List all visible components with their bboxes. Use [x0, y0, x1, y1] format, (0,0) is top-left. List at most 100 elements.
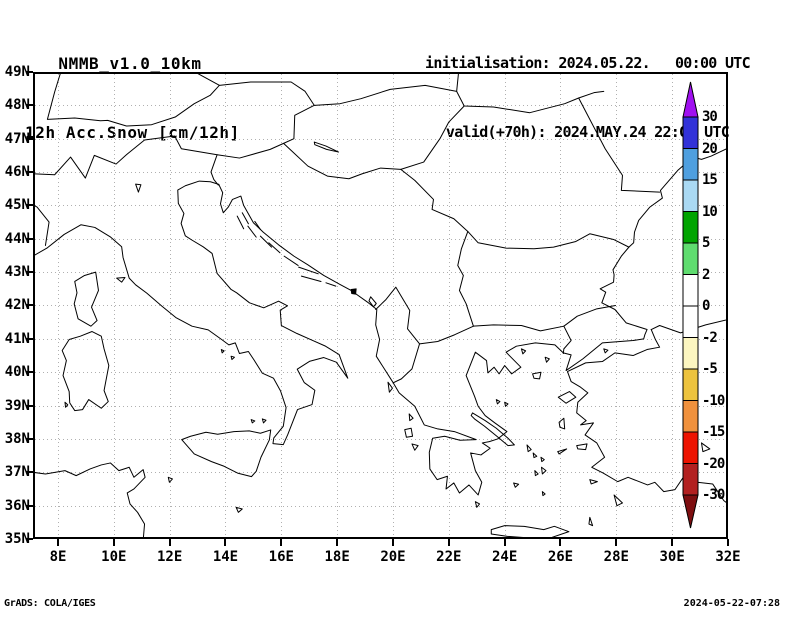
- init-time: initialisation: 2024.05.22. 00:00 UTC: [425, 54, 751, 72]
- border-bg-tr: [564, 305, 616, 326]
- border-fr-it: [35, 205, 49, 246]
- colorbar-arrow-up: [682, 81, 699, 118]
- lat-gridline: [35, 405, 726, 407]
- lat-gridline: [35, 272, 726, 274]
- colorbar-label: -10: [702, 392, 725, 409]
- lon-tick-label: 24E: [492, 549, 518, 565]
- colorbar-label: 20: [702, 140, 718, 157]
- turkey-aegean-coastline: [567, 330, 726, 506]
- crete: [491, 526, 569, 537]
- lat-tick: [26, 371, 33, 374]
- colorbar-segment: [682, 463, 699, 496]
- sicily: [182, 430, 271, 477]
- kythira: [475, 502, 479, 508]
- samothrace: [545, 357, 549, 362]
- colorbar-label: -30: [702, 487, 725, 503]
- sporades: [496, 400, 508, 407]
- colorbar-label: 15: [702, 172, 718, 188]
- elba: [117, 277, 125, 282]
- lake-garda: [136, 184, 141, 192]
- lat-tick: [26, 271, 33, 274]
- field-title: 12h Acc.Snow [cm/12h]: [25, 123, 240, 142]
- lon-tick: [447, 539, 450, 546]
- thasos: [521, 349, 525, 354]
- colorbar-segment: [682, 400, 699, 433]
- grads-credit: GrADS: COLA/IGES: [4, 598, 96, 609]
- kotor-bay: [351, 289, 356, 294]
- lat-tick: [26, 504, 33, 507]
- lat-tick: [26, 171, 33, 174]
- lon-tick: [559, 539, 562, 546]
- lat-tick: [26, 337, 33, 340]
- pantelleria: [168, 477, 172, 482]
- lon-tick: [336, 539, 339, 546]
- border-prut: [579, 98, 660, 192]
- lat-tick-label: 41N: [4, 330, 30, 347]
- lon-tick-label: 32E: [715, 549, 741, 565]
- colorbar-arrow-down: [682, 494, 699, 529]
- colorbar-label: 2: [702, 266, 710, 283]
- lon-tick-label: 20E: [380, 549, 406, 565]
- border-it-yu: [211, 155, 218, 185]
- ikaria: [558, 449, 567, 454]
- colorbar-segment: [682, 368, 699, 401]
- lon-tick: [503, 539, 506, 546]
- marmara-island: [604, 349, 608, 353]
- lat-gridline: [35, 205, 726, 207]
- creation-timestamp: 2024-05-22-07:28: [683, 598, 780, 609]
- lat-tick: [26, 204, 33, 207]
- border-bg-gr: [473, 325, 563, 331]
- adriatic-balkan-greece-coastline: [219, 149, 726, 495]
- colorbar-label: 5: [702, 235, 710, 251]
- dalmatian-islands: [237, 213, 336, 286]
- colorbar-segment: [682, 179, 699, 212]
- lon-tick-label: 12E: [157, 549, 183, 565]
- border-yu-bg: [458, 231, 474, 326]
- lat-tick: [26, 471, 33, 474]
- lon-tick: [280, 539, 283, 546]
- lon-tick-label: 14E: [212, 549, 239, 565]
- lon-tick-label: 18E: [324, 549, 350, 565]
- border-hu-yu-ro-bg: [284, 143, 629, 248]
- border-ro-hu: [401, 106, 464, 169]
- border-gr-tr: [563, 326, 571, 353]
- lon-tick: [224, 539, 227, 546]
- sardinia: [62, 332, 109, 411]
- lat-tick-label: 40N: [4, 364, 30, 381]
- lon-tick: [168, 539, 171, 546]
- lon-tick: [112, 539, 115, 546]
- lat-gridline: [35, 105, 726, 107]
- lat-gridline: [35, 172, 726, 174]
- lon-tick-label: 22E: [436, 549, 462, 565]
- lesbos: [558, 392, 576, 404]
- chios: [559, 418, 565, 429]
- colorbar-segment: [682, 116, 699, 149]
- lat-gridline: [35, 505, 726, 507]
- colorbar-label: 0: [702, 298, 710, 314]
- colorbar-segment: [682, 305, 699, 338]
- italy-coastline: [35, 181, 348, 445]
- lake-balaton: [314, 142, 338, 152]
- colorbar-segment: [682, 274, 699, 307]
- lon-tick: [57, 539, 59, 546]
- lat-gridline: [35, 138, 726, 140]
- lat-tick-label: 49N: [4, 64, 30, 80]
- colorbar-segment: [682, 431, 699, 464]
- lakes: [136, 142, 710, 452]
- border-de-cz: [196, 74, 219, 85]
- colorbar-label: -2: [702, 329, 718, 346]
- lat-tick: [26, 404, 33, 407]
- lat-gridline: [35, 438, 726, 440]
- north-africa-coastline: [35, 463, 145, 537]
- lon-tick: [726, 539, 729, 546]
- lat-gridline: [35, 305, 726, 307]
- map-frame: [33, 72, 728, 539]
- lat-tick-label: 37N: [4, 464, 30, 481]
- coastlines: [35, 149, 726, 537]
- header-left: NMMB_v1.0_10km 12h Acc.Snow [cm/12h]: [25, 6, 240, 167]
- colorbar-segment: [682, 148, 699, 181]
- border-central-europe: [47, 74, 603, 126]
- lon-tick: [391, 539, 394, 546]
- colorbar-segment: [682, 242, 699, 275]
- lon-tick-label: 26E: [547, 549, 574, 565]
